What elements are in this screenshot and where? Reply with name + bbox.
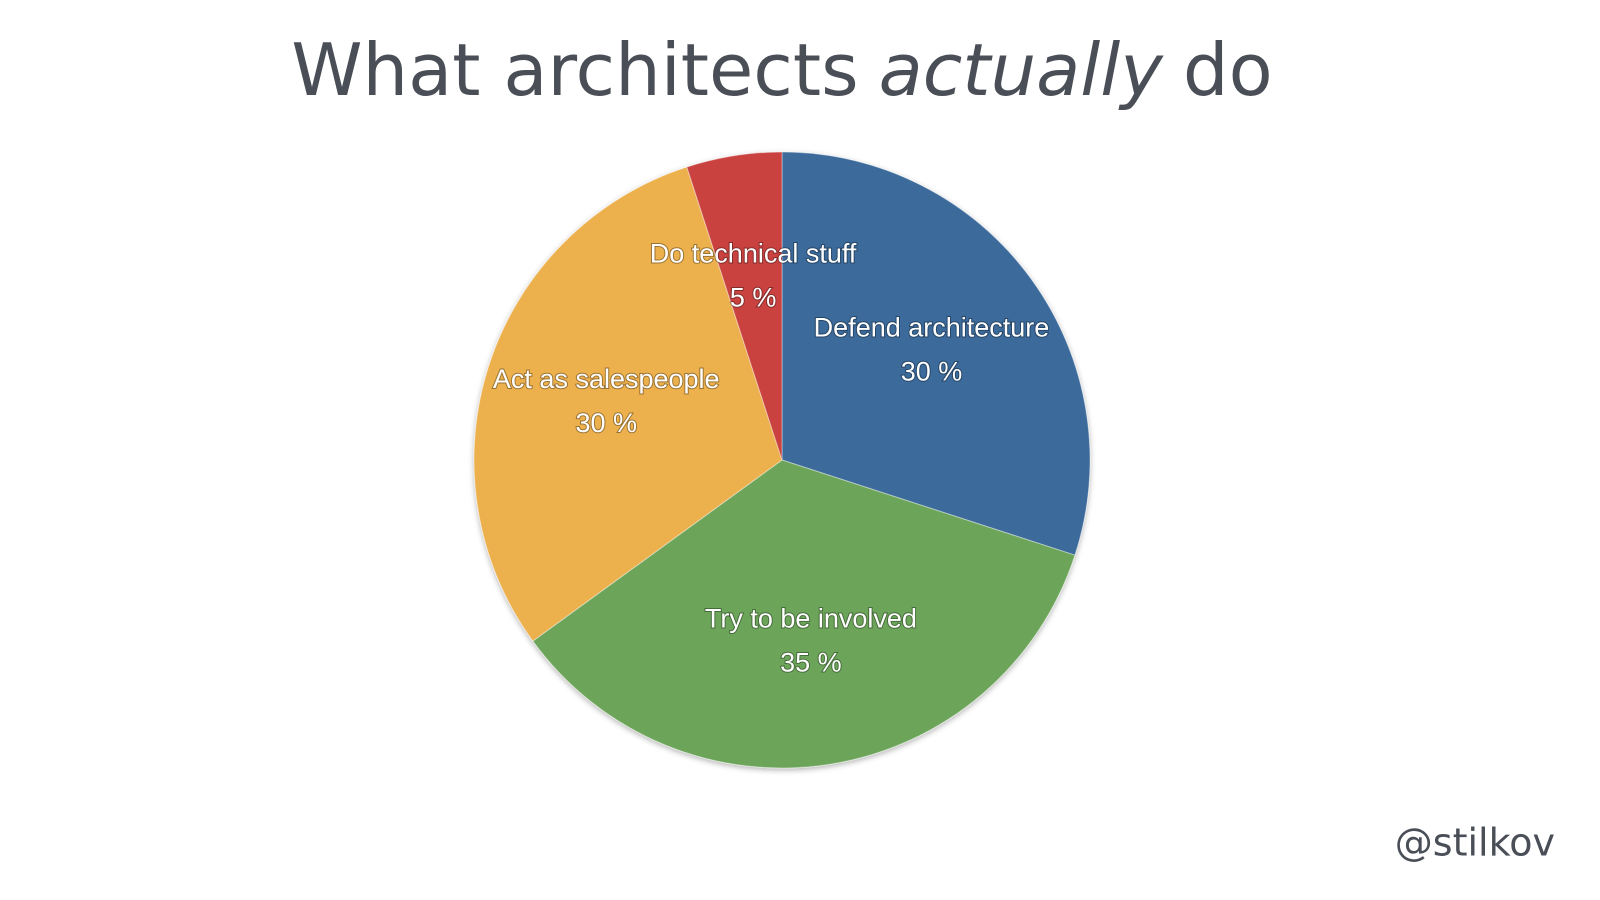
chart-title: What architects actually do bbox=[291, 28, 1272, 112]
labels: Defend architecture 30 % Try to be involve… bbox=[492, 238, 1050, 679]
title-part: What architects bbox=[291, 28, 858, 112]
value-label: 30 % bbox=[901, 357, 963, 387]
slice-label: Do technical stuff bbox=[650, 239, 857, 269]
slice-label: Defend architecture bbox=[814, 313, 1050, 343]
pie bbox=[473, 151, 1091, 769]
pie-slice bbox=[686, 151, 783, 461]
pie-slice bbox=[473, 166, 783, 642]
slice-label: Try to be involved bbox=[705, 604, 917, 634]
footer: @stilkov bbox=[1395, 821, 1555, 865]
title-part: actually bbox=[879, 28, 1165, 112]
title-part: do bbox=[1183, 28, 1273, 112]
value-label: 35 % bbox=[780, 648, 842, 678]
pie-slice bbox=[781, 151, 1091, 556]
value-label: 30 % bbox=[575, 408, 637, 438]
pie-slice bbox=[532, 459, 1076, 769]
value-label: 5 % bbox=[730, 283, 777, 313]
slice-label: Act as salespeople bbox=[493, 364, 720, 394]
